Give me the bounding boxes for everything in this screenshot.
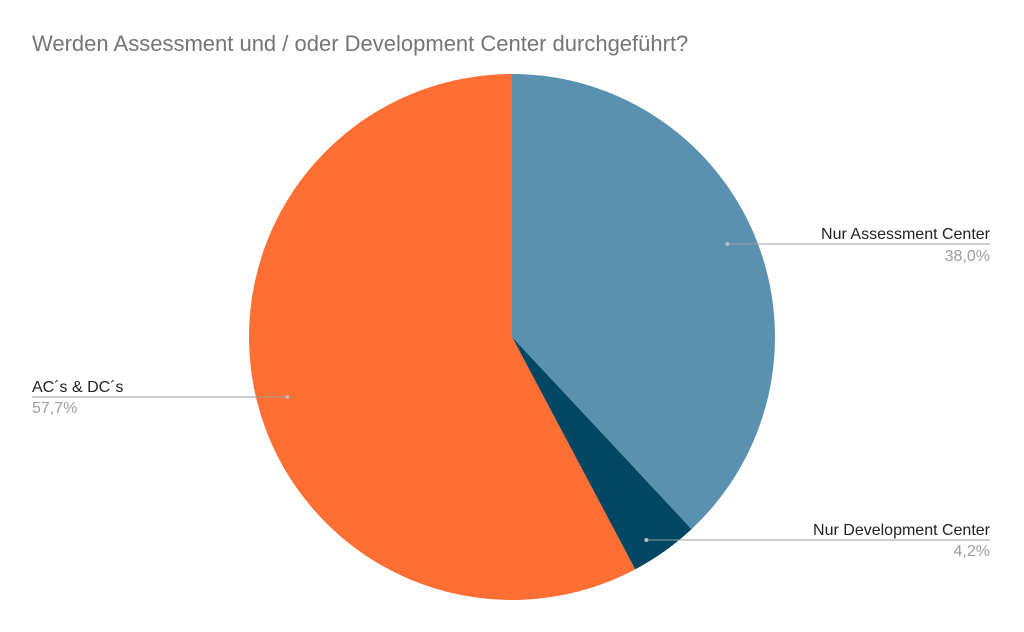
slice-value-1: 38,0% xyxy=(945,248,990,265)
pie-slice-2 xyxy=(512,337,692,570)
pie-slice-1 xyxy=(512,74,775,530)
slice-labels: Nur Assessment Center 38,0% Nur Developmen… xyxy=(32,226,991,560)
pie-slices xyxy=(248,74,775,601)
leader-dot-3 xyxy=(285,395,290,399)
pie-slice-3 xyxy=(248,74,636,601)
slice-label-1: Nur Assessment Center xyxy=(821,226,991,243)
slice-value-2: 4,2% xyxy=(954,543,990,560)
slice-label-2: Nur Development Center xyxy=(813,522,991,539)
slice-label-3: AC´s & DC´s xyxy=(32,379,124,396)
leader-dot-2 xyxy=(644,538,649,542)
chart-title: Werden Assessment und / oder Development… xyxy=(32,31,689,56)
leader-dot-1 xyxy=(725,242,730,246)
leader-lines xyxy=(32,242,990,542)
slice-value-3: 57,7% xyxy=(32,400,77,417)
